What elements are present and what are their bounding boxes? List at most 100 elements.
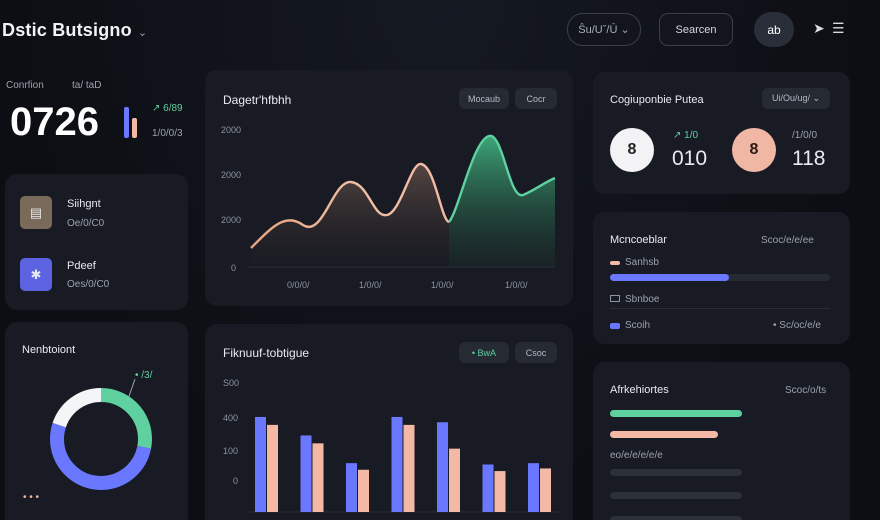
number-icon: 8 (732, 128, 776, 172)
bar-B-0[interactable] (267, 424, 278, 512)
bar-A-2[interactable] (346, 463, 357, 512)
mini-list-card: ▤ Siihgnt Oe/0/C0 ✱ Pdeef Oes/0/C0 (5, 174, 188, 310)
bar-chart-title: Fiknuuf-tobtigue (223, 346, 310, 360)
donut-legend: • /3/ (135, 370, 153, 381)
gear-icon: ✱ (20, 258, 52, 291)
area-fill-left (251, 163, 449, 267)
summary-sublabel: ta/ taD (72, 80, 102, 91)
bar-chart-chip[interactable]: Csoc (515, 342, 557, 363)
metrics-row-label: Scoih (625, 320, 651, 331)
area-line-right (448, 134, 556, 223)
y-tick: 2000 (221, 215, 242, 225)
metrics-card: Mcncoeblar Scoc/e/e/ee Sanhsb Sbnboe Sco… (593, 212, 850, 344)
divider (610, 308, 830, 309)
bar-B-3[interactable] (403, 424, 415, 512)
area-fill-right (449, 135, 555, 267)
bar-B-6[interactable] (540, 468, 551, 512)
bar-B-5[interactable] (494, 471, 506, 512)
donut-segment-white[interactable] (50, 388, 152, 490)
activity-bar-peach (610, 431, 718, 438)
y-tick: 400 (223, 413, 239, 423)
donut-plot (50, 378, 152, 490)
donut-footer: • • • (23, 492, 40, 503)
y-tick: 2000 (221, 125, 242, 135)
number-icon: 8 (610, 128, 654, 172)
y-tick: 0 (233, 476, 239, 486)
mini-item-value: Oe/0/C0 (67, 218, 105, 229)
area-chart-card: Dagetr'hfbhh Mocaub Cocr 2000 2000 2000 … (205, 70, 573, 306)
search-button[interactable]: Searcen (659, 13, 733, 46)
metrics-row-marker (610, 323, 620, 329)
mini-item-name[interactable]: Siihgnt (67, 198, 101, 210)
y-tick: 0 (231, 263, 237, 273)
metrics-chip[interactable]: Scoc/e/e/ee (761, 235, 814, 246)
area-line-left (250, 162, 450, 249)
avatar[interactable]: ab (754, 12, 794, 47)
metrics-row-marker (610, 261, 620, 265)
menu-icon[interactable]: ☰ (832, 20, 845, 36)
mini-item-name[interactable]: Pdeef (67, 260, 96, 272)
summary-label: Conrfion (6, 80, 44, 91)
activity-mini: eo/e/e/e/e/e (610, 450, 663, 461)
component-status-card: Cogiuponbie Putea Ui/Ou/ug/ ⌄ 8 ↗ 1/0 01… (593, 72, 850, 194)
bar-A-4[interactable] (437, 422, 448, 512)
donut-card: Nenbtoiont • /3/ • • • (5, 322, 188, 520)
activity-chip[interactable]: Scoc/o/ts (785, 385, 827, 396)
activity-bar-teal (610, 410, 742, 417)
bar-B-1[interactable] (312, 443, 324, 512)
summary-change-sub: 1/0/0/3 (152, 128, 183, 139)
document-icon: ▤ (20, 196, 52, 229)
metrics-fill (610, 274, 729, 281)
top-bar: Dstic Butsigno ⌄ Ŝu/Uˇ/Ū ⌄ Searcen ab ➤ ☰ (0, 0, 880, 62)
area-chart-plot (247, 134, 556, 268)
donut-title: Nenbtoiont (22, 344, 76, 356)
area-chart-chip[interactable]: Mocaub (459, 88, 509, 109)
metrics-title: Mcncoeblar (610, 234, 667, 246)
bar-A-3[interactable] (391, 416, 403, 512)
x-tick: 1/0/0/ (505, 280, 528, 290)
bar-chart-chip[interactable]: • BwA (459, 342, 509, 363)
x-tick: 1/0/0/ (431, 280, 454, 290)
bar-A-0[interactable] (255, 416, 266, 512)
y-tick: 2000 (221, 170, 242, 180)
x-tick: 0/0/0/ (287, 280, 310, 290)
bar-A-5[interactable] (482, 464, 494, 512)
bar-A-6[interactable] (528, 463, 539, 512)
donut-segment-blue[interactable] (50, 388, 152, 490)
status-item-value: 118 (792, 147, 826, 170)
bar-A-1[interactable] (300, 435, 312, 512)
y-tick: S00 (223, 378, 240, 388)
status-item-label: ↗ 1/0 (673, 130, 699, 141)
activity-card: Afrkehiortes Scoc/o/ts eo/e/e/e/e/e (593, 362, 850, 520)
activity-title: Afrkehiortes (610, 384, 669, 396)
title-caret-icon[interactable]: ⌄ (137, 27, 148, 39)
status-item-value: 010 (672, 147, 708, 170)
metrics-row-label: Sbnboe (625, 294, 660, 305)
bar-B-4[interactable] (449, 448, 460, 512)
metrics-row-value: • Sc/oc/e/e (773, 320, 821, 331)
bar-chart-card: Fiknuuf-tobtigue • BwA Csoc S00 400 100 … (205, 324, 573, 520)
donut-ring (50, 388, 152, 490)
component-status-chip[interactable]: Ui/Ou/ug/ ⌄ (762, 88, 830, 109)
date-range-select[interactable]: Ŝu/Uˇ/Ū ⌄ (567, 13, 641, 46)
bar-B-2[interactable] (358, 469, 369, 512)
placeholder-bar (610, 469, 742, 476)
mini-item-value: Oes/0/C0 (67, 279, 110, 290)
summary-big-number: 0726 (10, 100, 99, 144)
placeholder-bar (610, 492, 742, 499)
status-item-label: /1/0/0 (792, 130, 818, 141)
component-status-title: Cogiuponbie Putea (610, 94, 704, 106)
bar-chart-plot (247, 416, 560, 513)
area-chart-title: Dagetr'hfbhh (223, 93, 292, 107)
arrow-icon[interactable]: ➤ (813, 20, 825, 36)
area-chart-chip[interactable]: Cocr (515, 88, 557, 109)
summary-bar-blue (124, 107, 129, 138)
app-title[interactable]: Dstic Butsigno ⌄ (2, 20, 148, 40)
metrics-row-marker (610, 295, 620, 302)
y-tick: 100 (223, 446, 239, 456)
summary-change: ↗ 6/89 (152, 103, 183, 114)
x-tick: 1/0/0/ (359, 280, 382, 290)
summary-bar-peach (132, 118, 137, 138)
metrics-row-label: Sanhsb (625, 257, 659, 268)
